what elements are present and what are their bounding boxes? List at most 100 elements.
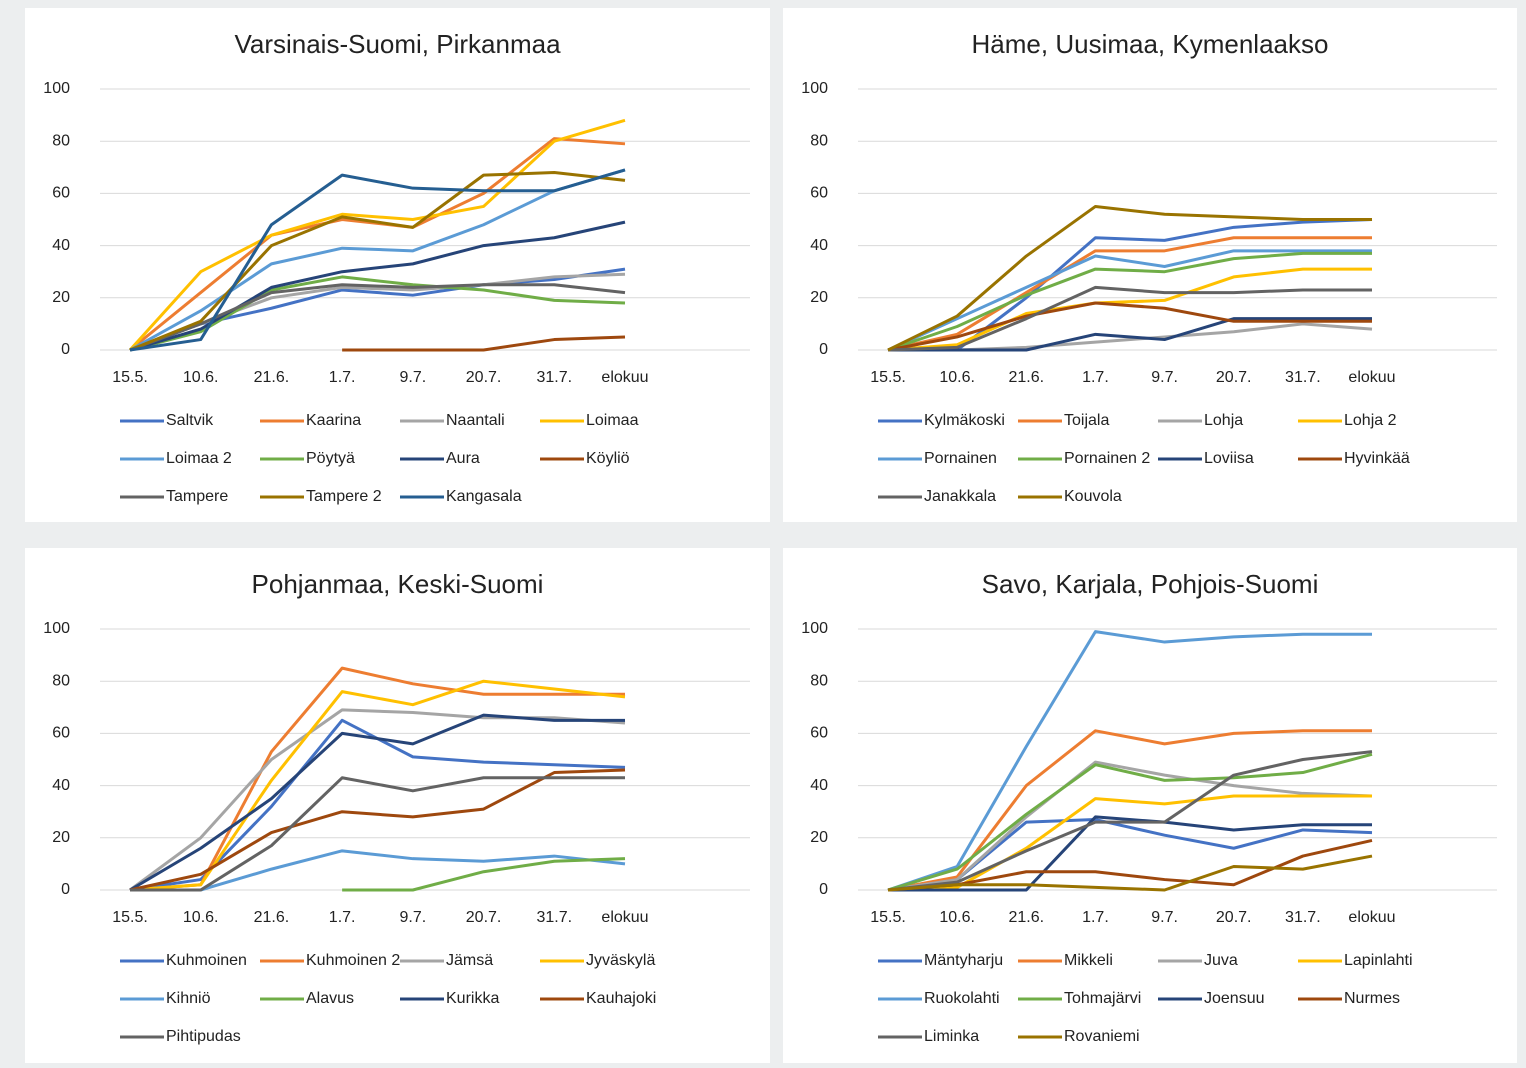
series-line — [129, 768, 626, 892]
x-tick-label: 9.7. — [1151, 909, 1178, 926]
legend-label: Nurmes — [1344, 990, 1400, 1007]
series-line — [888, 317, 1372, 352]
legend-label: Kangasala — [446, 488, 522, 505]
legend-label: Pornainen 2 — [1064, 450, 1150, 467]
chart-title: Savo, Karjala, Pohjois-Suomi — [982, 569, 1319, 599]
y-tick-label: 100 — [801, 80, 828, 97]
legend-label: Saltvik — [166, 412, 214, 429]
x-tick-label: 31.7. — [536, 369, 572, 386]
x-tick-label: 21.6. — [254, 909, 290, 926]
series-line — [342, 335, 626, 352]
x-tick-label: 21.6. — [1008, 909, 1044, 926]
x-tick-label: 15.5. — [870, 369, 906, 386]
legend-label: Lohja — [1204, 412, 1243, 429]
legend-label: Jämsä — [446, 952, 493, 969]
legend-label: Joensuu — [1204, 990, 1265, 1007]
chart-title: Varsinais-Suomi, Pirkanmaa — [234, 29, 561, 59]
series-line — [129, 718, 626, 892]
x-tick-label: 20.7. — [466, 369, 502, 386]
series-line — [130, 776, 625, 892]
legend-label: Kuhmoinen — [166, 952, 247, 969]
y-tick-label: 80 — [810, 132, 828, 149]
legend-label: Tohmajärvi — [1064, 990, 1141, 1007]
legend-label: Ruokolahti — [924, 990, 1000, 1007]
chart: Häme, Uusimaa, Kymenlaakso 0 20 40 60 80 100 15… — [801, 29, 1497, 505]
x-tick-label: 10.6. — [939, 909, 975, 926]
chart: Varsinais-Suomi, Pirkanmaa 0 20 40 60 80 100 15… — [43, 29, 750, 505]
y-tick-label: 100 — [43, 620, 70, 637]
chart-panel: Pohjanmaa, Keski-Suomi 0 20 40 60 80 100 15.5. 1… — [25, 548, 770, 1063]
y-tick-label: 0 — [819, 881, 828, 898]
series-line — [888, 815, 1372, 892]
legend-label: Naantali — [446, 412, 505, 429]
x-tick-label: 9.7. — [400, 909, 427, 926]
y-tick-label: 80 — [810, 672, 828, 689]
series-line — [887, 204, 1372, 352]
series-line — [887, 630, 1372, 892]
series-line — [129, 168, 626, 352]
x-tick-label: 20.7. — [1216, 909, 1252, 926]
series-line — [887, 236, 1372, 352]
x-tick-label: 20.7. — [1216, 369, 1252, 386]
series-line — [342, 857, 626, 892]
chart-title: Pohjanmaa, Keski-Suomi — [252, 569, 544, 599]
y-tick-label: 40 — [52, 777, 70, 794]
legend-label: Loimaa — [586, 412, 639, 429]
series-line — [887, 752, 1373, 892]
legend-label: Loviisa — [1204, 450, 1254, 467]
y-tick-label: 0 — [61, 881, 70, 898]
series-line — [887, 794, 1372, 892]
series-line — [129, 713, 625, 892]
x-tick-label: elokuu — [601, 909, 648, 926]
y-tick-label: 100 — [43, 80, 70, 97]
y-tick-label: 60 — [52, 185, 70, 202]
legend-label: Köyliö — [586, 450, 630, 467]
x-tick-label: 10.6. — [939, 369, 975, 386]
y-tick-label: 60 — [52, 725, 70, 742]
y-tick-label: 20 — [52, 289, 70, 306]
chart-title: Häme, Uusimaa, Kymenlaakso — [972, 29, 1329, 59]
legend-label: Tampere 2 — [306, 488, 382, 505]
y-tick-label: 20 — [810, 289, 828, 306]
legend-label: Rovaniemi — [1064, 1028, 1140, 1045]
x-tick-label: elokuu — [1348, 909, 1395, 926]
x-tick-label: 1.7. — [1082, 369, 1109, 386]
x-tick-label: elokuu — [601, 369, 648, 386]
legend-label: Kauhajoki — [586, 990, 656, 1007]
series-line — [200, 849, 626, 892]
series-line — [887, 750, 1373, 892]
legend-label: Kuhmoinen 2 — [306, 952, 400, 969]
series-line — [129, 168, 626, 352]
chart-panel: Häme, Uusimaa, Kymenlaakso 0 20 40 60 80 100 15… — [783, 8, 1517, 522]
x-tick-label: 1.7. — [1082, 909, 1109, 926]
series-line — [129, 708, 626, 892]
series-line — [887, 301, 1372, 352]
y-tick-label: 80 — [52, 672, 70, 689]
series-line — [887, 249, 1372, 352]
legend-label: Lohja 2 — [1344, 412, 1397, 429]
x-tick-label: 1.7. — [329, 909, 356, 926]
legend-label: Janakkala — [924, 488, 996, 505]
series-line — [129, 666, 625, 892]
legend-label: Kihniö — [166, 990, 211, 1007]
y-tick-label: 20 — [810, 829, 828, 846]
chart: Savo, Karjala, Pohjois-Suomi 0 20 40 60 80 100… — [801, 569, 1497, 1045]
legend-label: Aura — [446, 450, 480, 467]
x-tick-label: 15.5. — [870, 909, 906, 926]
series-line — [887, 838, 1373, 892]
y-tick-label: 60 — [810, 725, 828, 742]
series-line — [887, 760, 1373, 892]
x-tick-label: 9.7. — [1151, 369, 1178, 386]
legend-label: Liminka — [924, 1028, 979, 1045]
series-line — [887, 267, 1372, 352]
x-tick-label: 1.7. — [329, 369, 356, 386]
legend-label: Kurikka — [446, 990, 499, 1007]
legend-label: Kylmäkoski — [924, 412, 1005, 429]
y-tick-label: 20 — [52, 829, 70, 846]
x-tick-label: 10.6. — [183, 909, 219, 926]
x-tick-label: 31.7. — [536, 909, 572, 926]
x-tick-label: 15.5. — [112, 909, 148, 926]
series-line — [128, 118, 626, 352]
y-tick-label: 100 — [801, 620, 828, 637]
